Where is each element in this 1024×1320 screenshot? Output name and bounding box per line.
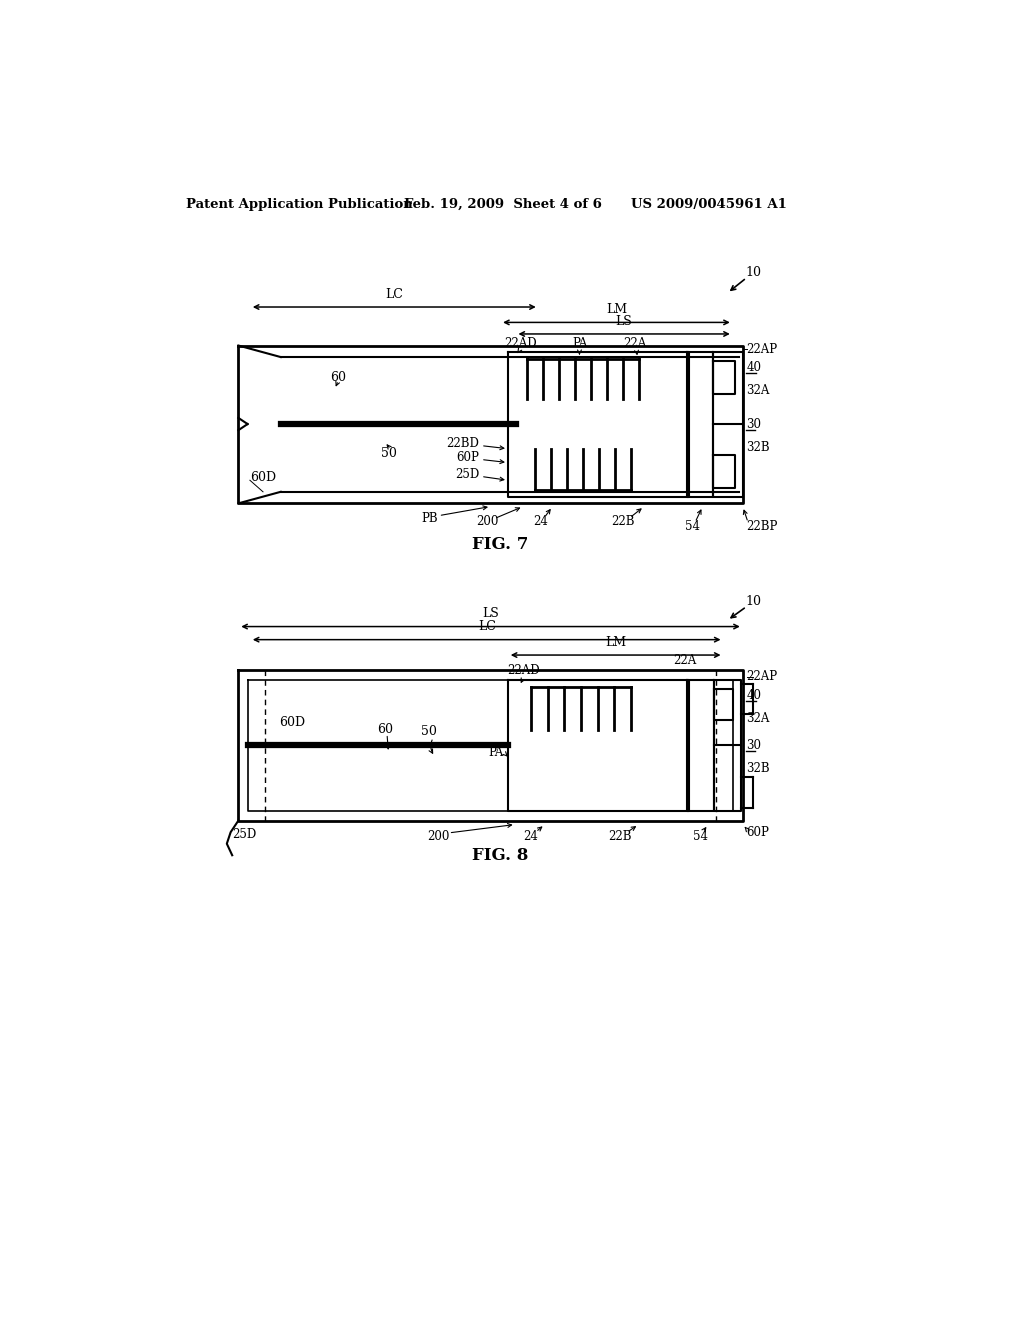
Text: 22BD: 22BD bbox=[446, 437, 479, 450]
Text: 50: 50 bbox=[381, 446, 396, 459]
Text: FIG. 7: FIG. 7 bbox=[472, 536, 528, 553]
Text: Feb. 19, 2009  Sheet 4 of 6: Feb. 19, 2009 Sheet 4 of 6 bbox=[403, 198, 602, 211]
Text: 10: 10 bbox=[745, 265, 761, 279]
Text: 22A: 22A bbox=[674, 653, 696, 667]
Text: 50: 50 bbox=[422, 725, 437, 738]
Text: LM: LM bbox=[606, 304, 627, 317]
Text: 54: 54 bbox=[685, 520, 700, 533]
Text: 22A: 22A bbox=[624, 337, 646, 350]
Text: 25D: 25D bbox=[455, 467, 479, 480]
Text: 32A: 32A bbox=[746, 711, 770, 725]
Text: FIG. 8: FIG. 8 bbox=[472, 846, 528, 863]
Text: 32B: 32B bbox=[746, 762, 770, 775]
Text: 60: 60 bbox=[377, 723, 392, 737]
Text: 60: 60 bbox=[331, 371, 346, 384]
Text: 30: 30 bbox=[746, 417, 762, 430]
Text: 32A: 32A bbox=[746, 384, 770, 397]
Text: 22AP: 22AP bbox=[746, 343, 777, 356]
Text: 22AP: 22AP bbox=[746, 671, 777, 684]
Text: 22B: 22B bbox=[608, 829, 631, 842]
Text: 200: 200 bbox=[476, 515, 499, 528]
Text: 22BP: 22BP bbox=[746, 520, 778, 533]
Text: 10: 10 bbox=[745, 594, 761, 607]
Text: LS: LS bbox=[482, 607, 500, 620]
Text: US 2009/0045961 A1: US 2009/0045961 A1 bbox=[631, 198, 786, 211]
Text: 24: 24 bbox=[534, 515, 549, 528]
Text: LM: LM bbox=[605, 636, 627, 649]
Text: 25D: 25D bbox=[232, 828, 257, 841]
Text: 40: 40 bbox=[746, 689, 762, 702]
Text: PB: PB bbox=[421, 512, 437, 525]
Text: 60P: 60P bbox=[746, 825, 769, 838]
Text: 60D: 60D bbox=[250, 471, 276, 484]
Text: 54: 54 bbox=[693, 829, 708, 842]
Text: LC: LC bbox=[386, 288, 403, 301]
Text: 200: 200 bbox=[427, 829, 450, 842]
Text: 24: 24 bbox=[523, 829, 539, 842]
Text: LS: LS bbox=[615, 314, 633, 327]
Text: 30: 30 bbox=[746, 739, 762, 751]
Text: Patent Application Publication: Patent Application Publication bbox=[186, 198, 413, 211]
Text: PA: PA bbox=[488, 746, 504, 759]
Text: 22B: 22B bbox=[611, 515, 635, 528]
Text: LC: LC bbox=[478, 620, 496, 634]
Text: 22AD: 22AD bbox=[507, 664, 540, 677]
Text: PA: PA bbox=[571, 337, 587, 350]
Text: 32B: 32B bbox=[746, 441, 770, 454]
Text: 22AD: 22AD bbox=[504, 337, 537, 350]
Text: 60D: 60D bbox=[280, 715, 305, 729]
Text: 40: 40 bbox=[746, 360, 762, 374]
Text: 60P: 60P bbox=[457, 450, 479, 463]
